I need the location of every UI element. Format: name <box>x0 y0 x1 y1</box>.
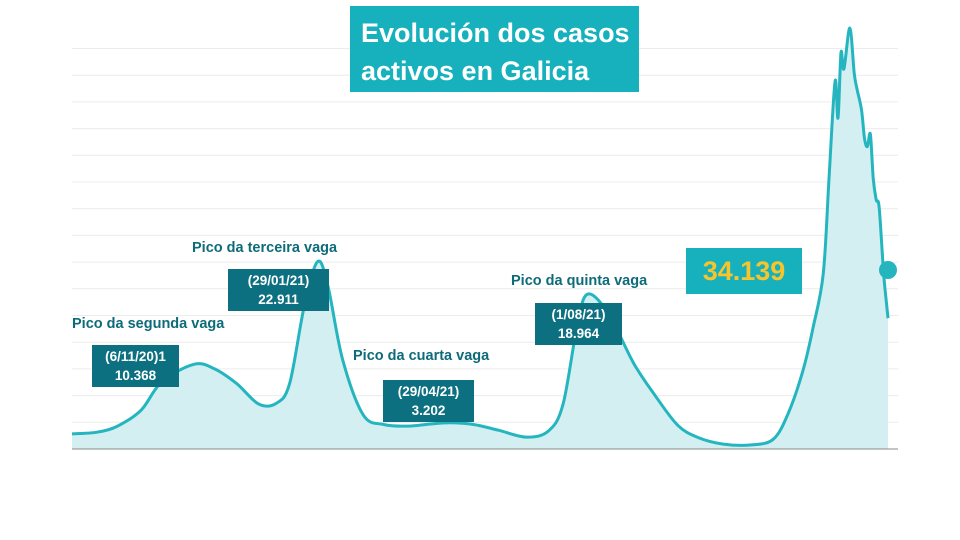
fourth-wave-label: (29/04/21) 3.202 <box>383 380 474 422</box>
series-area <box>72 28 888 449</box>
second-wave-value: 10.368 <box>114 368 157 383</box>
fourth-wave-date: (29/04/21) <box>397 384 460 399</box>
fifth-wave-value: 18.964 <box>557 326 600 341</box>
current-value-marker <box>879 261 897 279</box>
chart-title-line-1: Evolución dos casos <box>361 18 630 48</box>
fifth-wave-label: (1/08/21) 18.964 <box>535 303 622 345</box>
third-wave-title: Pico da terceira vaga <box>192 240 338 256</box>
fifth-wave-date: (1/08/21) <box>551 307 606 322</box>
fourth-wave-value: 3.202 <box>411 403 446 418</box>
third-wave-value: 22.911 <box>258 292 299 307</box>
second-wave-label: (6/11/20)1 10.368 <box>92 345 179 387</box>
fifth-wave-title: Pico da quinta vaga <box>511 273 648 289</box>
third-wave-label: (29/01/21) 22.911 <box>228 269 329 311</box>
series-line <box>71 26 890 447</box>
second-wave-date: (6/11/20)1 <box>105 349 166 364</box>
chart-title-line-2: activos en Galicia <box>361 56 590 86</box>
fourth-wave-title: Pico da cuarta vaga <box>353 348 490 364</box>
current-value-label: 34.139 <box>686 248 802 294</box>
chart-title: Evolución dos casos activos en Galicia <box>350 6 639 92</box>
second-wave-title: Pico da segunda vaga <box>72 316 225 332</box>
third-wave-date: (29/01/21) <box>247 273 310 288</box>
